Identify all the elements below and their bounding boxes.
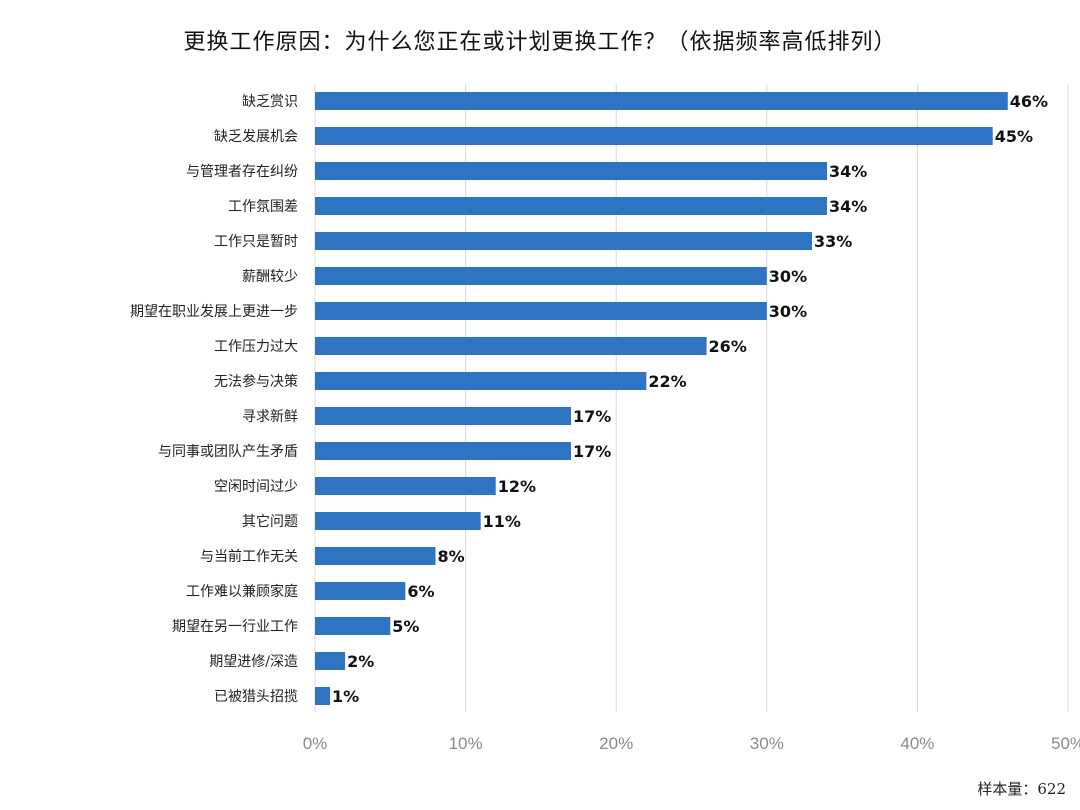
bar bbox=[315, 652, 346, 670]
category-label: 工作压力过大 bbox=[214, 339, 298, 355]
bar bbox=[315, 547, 436, 565]
value-label: 34% bbox=[829, 197, 867, 216]
x-tick-label: 50% bbox=[1051, 734, 1080, 753]
category-label: 空闲时间过少 bbox=[214, 479, 298, 495]
bar bbox=[315, 442, 572, 460]
value-label: 45% bbox=[995, 127, 1033, 146]
value-label: 46% bbox=[1010, 92, 1048, 111]
category-label: 薪酬较少 bbox=[242, 269, 298, 285]
category-label: 与当前工作无关 bbox=[200, 548, 298, 565]
bar bbox=[315, 92, 1008, 110]
value-label: 30% bbox=[769, 267, 807, 286]
value-label: 22% bbox=[648, 372, 686, 391]
value-label: 33% bbox=[814, 232, 852, 251]
category-label: 工作氛围差 bbox=[228, 199, 298, 215]
category-label: 期望在职业发展上更进一步 bbox=[130, 304, 298, 320]
x-tick-label: 40% bbox=[900, 734, 934, 753]
category-label: 工作只是暂时 bbox=[214, 234, 298, 250]
value-label: 11% bbox=[483, 512, 521, 531]
bar bbox=[315, 512, 481, 530]
category-label: 与同事或团队产生矛盾 bbox=[158, 444, 298, 460]
category-label: 无法参与决策 bbox=[214, 373, 298, 390]
value-label: 6% bbox=[407, 582, 434, 601]
bar bbox=[315, 197, 828, 215]
value-label: 1% bbox=[332, 687, 359, 706]
chart-title: 更换工作原因：为什么您正在或计划更换工作？（依据频率高低排列） bbox=[183, 30, 897, 55]
bar bbox=[315, 372, 647, 390]
value-label: 5% bbox=[392, 617, 419, 636]
x-tick-label: 0% bbox=[303, 734, 328, 753]
bar bbox=[315, 407, 572, 425]
bar bbox=[315, 477, 496, 495]
x-tick-label: 30% bbox=[750, 734, 784, 753]
value-label: 17% bbox=[573, 442, 611, 461]
bar bbox=[315, 582, 406, 600]
category-label: 期望进修/深造 bbox=[209, 654, 298, 670]
category-label: 已被猎头招揽 bbox=[214, 688, 298, 705]
value-label: 12% bbox=[498, 477, 536, 496]
value-label: 30% bbox=[769, 302, 807, 321]
category-label: 其它问题 bbox=[242, 513, 298, 530]
value-label: 26% bbox=[709, 337, 747, 356]
bar bbox=[315, 127, 993, 145]
category-label: 寻求新鲜 bbox=[242, 409, 298, 425]
bar bbox=[315, 337, 707, 355]
bar bbox=[315, 302, 767, 320]
bar bbox=[315, 162, 828, 180]
value-label: 8% bbox=[437, 547, 464, 566]
sample-size-note: 样本量：622 bbox=[977, 780, 1066, 798]
value-label: 2% bbox=[347, 652, 374, 671]
category-label: 缺乏赏识 bbox=[242, 94, 298, 110]
bar bbox=[315, 267, 767, 285]
x-tick-label: 10% bbox=[449, 734, 483, 753]
category-label: 缺乏发展机会 bbox=[214, 129, 298, 145]
value-label: 34% bbox=[829, 162, 867, 181]
category-label: 工作难以兼顾家庭 bbox=[186, 583, 298, 600]
bar bbox=[315, 617, 391, 635]
category-label: 与管理者存在纠纷 bbox=[186, 164, 298, 180]
category-label: 期望在另一行业工作 bbox=[172, 619, 298, 635]
value-label: 17% bbox=[573, 407, 611, 426]
x-tick-label: 20% bbox=[599, 734, 633, 753]
bar bbox=[315, 687, 331, 705]
bar bbox=[315, 232, 812, 250]
